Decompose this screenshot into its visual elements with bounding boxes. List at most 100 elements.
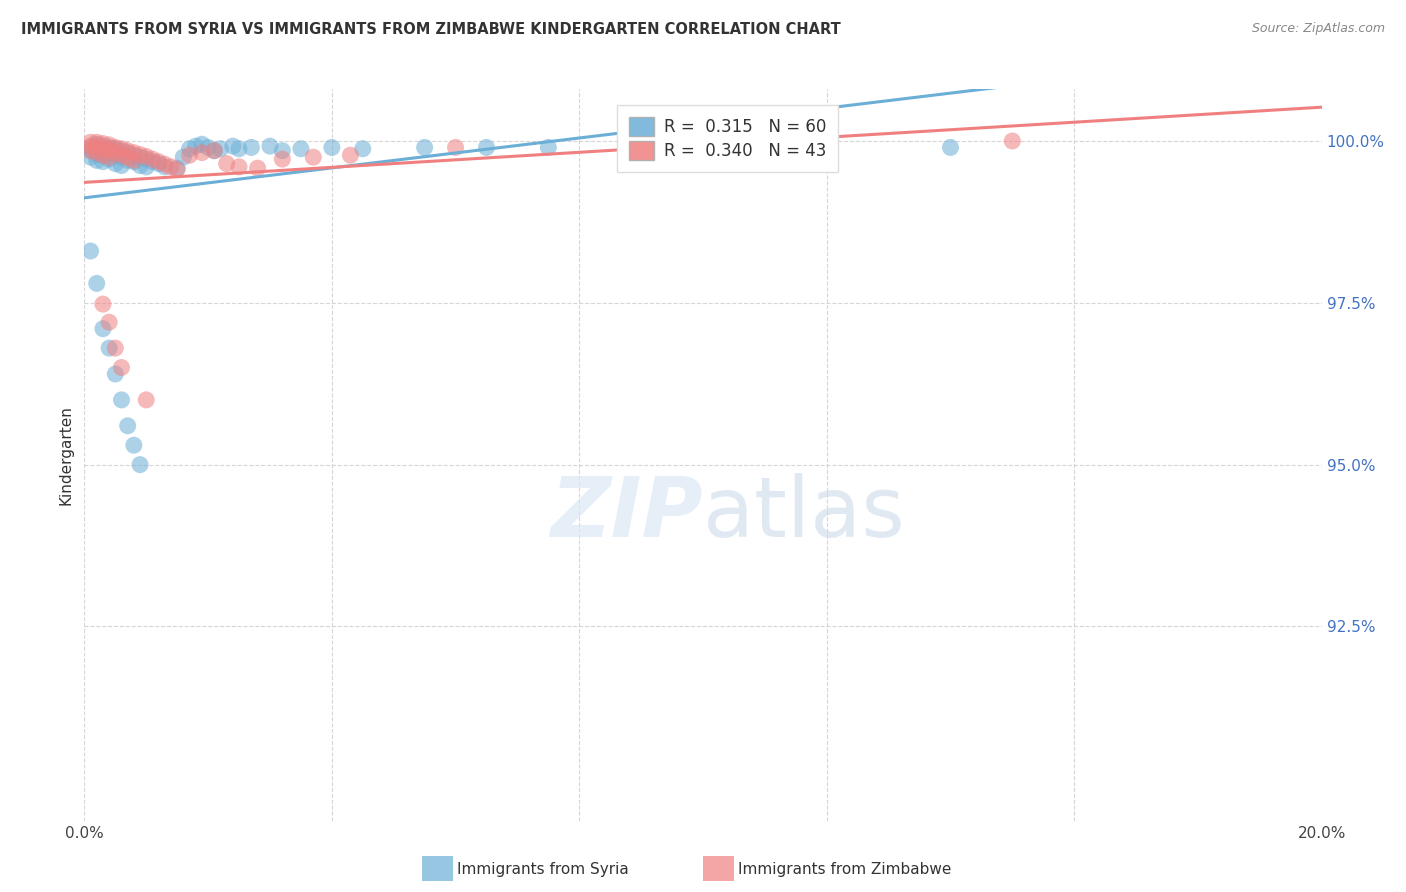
Point bbox=[98, 137, 121, 152]
Point bbox=[259, 139, 281, 153]
Point bbox=[191, 145, 214, 160]
Point bbox=[98, 140, 121, 154]
Point bbox=[91, 148, 114, 162]
Point bbox=[79, 136, 101, 150]
Text: IMMIGRANTS FROM SYRIA VS IMMIGRANTS FROM ZIMBABWE KINDERGARTEN CORRELATION CHART: IMMIGRANTS FROM SYRIA VS IMMIGRANTS FROM… bbox=[21, 22, 841, 37]
Point bbox=[191, 137, 214, 152]
Point bbox=[110, 148, 132, 162]
Point bbox=[413, 140, 436, 154]
Point bbox=[117, 153, 139, 168]
Point bbox=[122, 153, 145, 168]
Text: Immigrants from Zimbabwe: Immigrants from Zimbabwe bbox=[738, 863, 952, 877]
Point bbox=[166, 162, 188, 177]
Legend: R =  0.315   N = 60, R =  0.340   N = 43: R = 0.315 N = 60, R = 0.340 N = 43 bbox=[617, 105, 838, 171]
Text: Source: ZipAtlas.com: Source: ZipAtlas.com bbox=[1251, 22, 1385, 36]
Point bbox=[86, 140, 108, 154]
Point bbox=[91, 136, 114, 151]
Point bbox=[129, 458, 152, 472]
Point bbox=[129, 147, 152, 161]
Point bbox=[104, 142, 127, 156]
Point bbox=[148, 154, 170, 169]
Point bbox=[98, 315, 121, 329]
Point bbox=[135, 160, 157, 174]
Point bbox=[86, 136, 108, 150]
Point bbox=[444, 140, 467, 154]
Point bbox=[352, 142, 374, 156]
Point bbox=[79, 244, 101, 258]
Point bbox=[129, 150, 152, 164]
Point bbox=[122, 154, 145, 169]
Point bbox=[321, 140, 343, 154]
Point bbox=[117, 144, 139, 158]
Point bbox=[222, 139, 245, 153]
Point bbox=[160, 160, 183, 174]
Point bbox=[153, 160, 176, 174]
Point bbox=[172, 150, 194, 164]
Point bbox=[153, 157, 176, 171]
Point bbox=[86, 153, 108, 168]
Point bbox=[197, 140, 219, 154]
Text: Immigrants from Syria: Immigrants from Syria bbox=[457, 863, 628, 877]
Point bbox=[91, 139, 114, 153]
Point bbox=[86, 137, 108, 152]
Point bbox=[184, 139, 207, 153]
Point bbox=[104, 341, 127, 355]
Point bbox=[290, 142, 312, 156]
Point bbox=[135, 152, 157, 166]
Point bbox=[302, 150, 325, 164]
Point bbox=[91, 321, 114, 335]
Point bbox=[86, 145, 108, 160]
Point bbox=[166, 161, 188, 176]
Point bbox=[110, 144, 132, 158]
Point bbox=[86, 147, 108, 161]
Point bbox=[117, 151, 139, 165]
Point bbox=[86, 277, 108, 291]
Point bbox=[79, 139, 101, 153]
Point bbox=[110, 360, 132, 375]
Point bbox=[117, 418, 139, 433]
Point bbox=[271, 144, 294, 158]
Text: atlas: atlas bbox=[703, 473, 904, 554]
Point bbox=[104, 140, 127, 154]
Point bbox=[104, 367, 127, 381]
Point bbox=[79, 144, 101, 158]
Point bbox=[91, 297, 114, 311]
Point bbox=[104, 147, 127, 161]
Point bbox=[148, 156, 170, 170]
Point bbox=[122, 145, 145, 160]
Point bbox=[209, 142, 232, 156]
Point bbox=[475, 140, 498, 154]
Point bbox=[91, 142, 114, 156]
Point bbox=[135, 392, 157, 407]
Point bbox=[98, 143, 121, 157]
Point bbox=[135, 149, 157, 163]
Point bbox=[91, 144, 114, 158]
Point bbox=[122, 148, 145, 162]
Point bbox=[202, 144, 225, 158]
Point bbox=[79, 140, 101, 154]
Y-axis label: Kindergarten: Kindergarten bbox=[58, 405, 73, 505]
Point bbox=[339, 148, 361, 162]
Point bbox=[110, 392, 132, 407]
Point bbox=[129, 159, 152, 173]
Point bbox=[939, 140, 962, 154]
Point bbox=[110, 159, 132, 173]
Point bbox=[240, 140, 263, 154]
Point bbox=[202, 144, 225, 158]
Point bbox=[86, 142, 108, 156]
Point bbox=[79, 144, 101, 158]
Point bbox=[141, 154, 163, 169]
Point bbox=[104, 156, 127, 170]
Point bbox=[110, 142, 132, 156]
Point bbox=[1001, 134, 1024, 148]
Point bbox=[104, 145, 127, 160]
Point bbox=[110, 150, 132, 164]
Point bbox=[179, 148, 201, 162]
Point bbox=[271, 152, 294, 166]
Point bbox=[98, 150, 121, 164]
Point bbox=[537, 140, 560, 154]
Point bbox=[215, 156, 238, 170]
Point bbox=[98, 145, 121, 160]
Point bbox=[246, 161, 269, 176]
Point bbox=[91, 154, 114, 169]
